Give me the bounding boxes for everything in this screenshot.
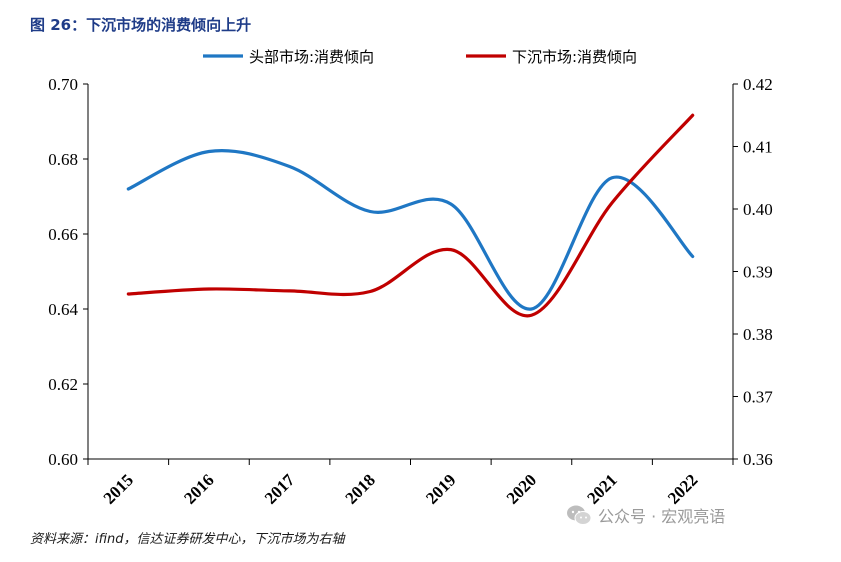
right-tick-label: 0.38 <box>743 325 773 344</box>
right-tick-label: 0.42 <box>743 75 773 94</box>
legend: 头部市场:消费倾向 下沉市场:消费倾向 <box>203 48 637 66</box>
right-tick-label: 0.37 <box>743 388 773 407</box>
source-note: 资料来源：ifind，信达证券研发中心，下沉市场为右轴 <box>30 532 345 547</box>
x-tick-label: 2018 <box>342 470 379 507</box>
left-tick-label: 0.66 <box>48 225 78 244</box>
left-tick-label: 0.60 <box>48 450 78 469</box>
x-tick-label: 2019 <box>422 470 459 507</box>
series-lines <box>126 113 695 318</box>
right-tick-label: 0.36 <box>743 450 773 469</box>
x-tick-label: 2020 <box>503 470 540 507</box>
right-tick-label: 0.41 <box>743 138 773 157</box>
legend-label-1: 下沉市场:消费倾向 <box>512 48 637 66</box>
chart-title: 图 26：下沉市场的消费倾向上升 <box>30 16 252 34</box>
wechat-icon <box>567 505 592 525</box>
series-line-1 <box>126 113 695 318</box>
x-tick-label: 2016 <box>180 470 217 507</box>
axes <box>83 83 738 465</box>
left-tick-label: 0.64 <box>48 300 78 319</box>
right-tick-label: 0.40 <box>743 200 773 219</box>
left-tick-label: 0.70 <box>48 75 78 94</box>
series-line-0 <box>126 149 695 311</box>
watermark-text: 公众号 · 宏观亮语 <box>598 507 726 526</box>
x-tick-label: 2017 <box>261 470 299 508</box>
left-tick-label: 0.62 <box>48 375 78 394</box>
right-tick-label: 0.39 <box>743 263 773 282</box>
left-tick-label: 0.68 <box>48 150 78 169</box>
x-tick-label: 2015 <box>100 470 137 507</box>
legend-label-0: 头部市场:消费倾向 <box>249 48 374 66</box>
watermark: 公众号 · 宏观亮语 <box>566 503 725 527</box>
